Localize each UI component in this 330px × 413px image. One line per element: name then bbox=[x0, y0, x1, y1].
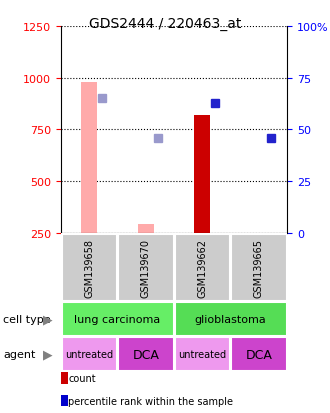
Text: percentile rank within the sample: percentile rank within the sample bbox=[68, 396, 233, 406]
Bar bbox=[175, 234, 230, 301]
Bar bbox=[231, 234, 286, 301]
Bar bbox=[231, 337, 286, 371]
Text: untreated: untreated bbox=[178, 349, 226, 359]
Bar bbox=[62, 302, 174, 336]
Text: DCA: DCA bbox=[132, 348, 159, 361]
Bar bbox=[62, 337, 117, 371]
Bar bbox=[82, 83, 97, 233]
Bar bbox=[138, 224, 154, 233]
Text: GSM139662: GSM139662 bbox=[197, 238, 207, 297]
Text: glioblastoma: glioblastoma bbox=[195, 314, 266, 324]
Text: ▶: ▶ bbox=[43, 348, 53, 361]
Bar bbox=[62, 234, 117, 301]
Text: agent: agent bbox=[3, 349, 36, 359]
Text: untreated: untreated bbox=[65, 349, 114, 359]
Bar bbox=[175, 302, 286, 336]
Bar bbox=[251, 233, 267, 237]
Bar bbox=[118, 234, 174, 301]
Text: count: count bbox=[68, 373, 96, 383]
Text: DCA: DCA bbox=[246, 348, 272, 361]
Text: GDS2444 / 220463_at: GDS2444 / 220463_at bbox=[89, 17, 241, 31]
Text: GSM139665: GSM139665 bbox=[254, 238, 264, 297]
Text: lung carcinoma: lung carcinoma bbox=[75, 314, 161, 324]
Text: ▶: ▶ bbox=[43, 313, 53, 325]
Bar bbox=[118, 337, 174, 371]
Bar bbox=[194, 116, 210, 233]
Bar bbox=[175, 337, 230, 371]
Text: GSM139658: GSM139658 bbox=[84, 238, 94, 297]
Text: GSM139670: GSM139670 bbox=[141, 238, 151, 297]
Text: cell type: cell type bbox=[3, 314, 51, 324]
